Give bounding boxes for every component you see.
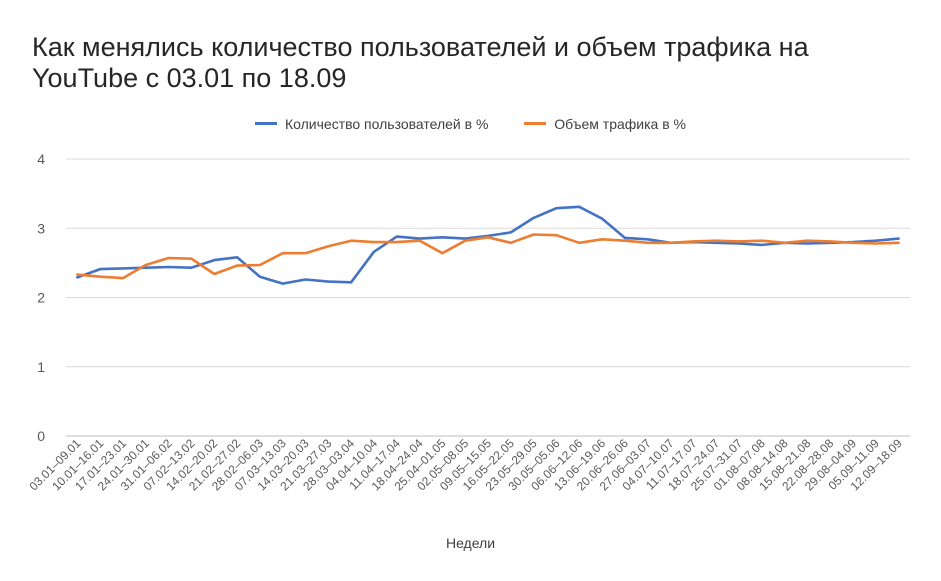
legend-label-traffic: Объем трафика в % <box>554 115 686 132</box>
chart-title: Как менялись количество пользователей и … <box>32 32 809 93</box>
legend-item-users: Количество пользователей в % <box>254 115 489 132</box>
x-axis-title: Недели <box>445 535 496 551</box>
y-tick-label: 4 <box>37 151 45 167</box>
series-line-users <box>76 205 900 285</box>
legend: Количество пользователей в % Объем трафи… <box>0 112 941 132</box>
y-tick-label: 1 <box>37 359 45 375</box>
legend-item-traffic: Объем трафика в % <box>524 116 686 132</box>
y-tick-label: 3 <box>37 220 45 236</box>
legend-label-users: Количество пользователей в % <box>284 115 489 132</box>
legend-swatch-users <box>254 122 277 125</box>
y-tick-label: 2 <box>37 290 45 306</box>
y-tick-label: 0 <box>37 428 45 444</box>
legend-swatch-traffic <box>524 122 547 125</box>
series-line-traffic <box>76 233 900 280</box>
